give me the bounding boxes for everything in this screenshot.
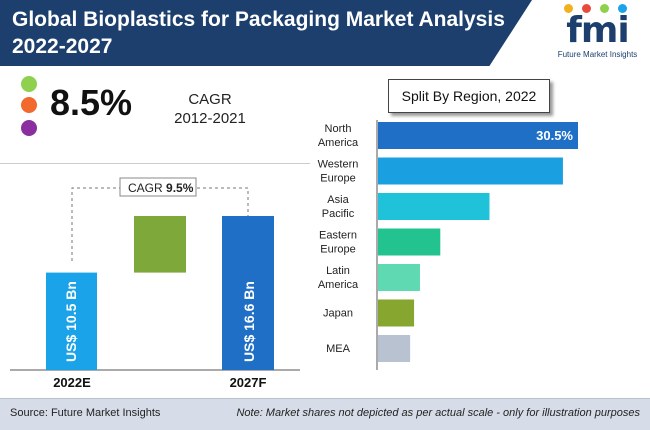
region-data-label: 30.5% [536,128,573,143]
cagr-label-line-2: 2012-2021 [174,110,246,127]
bar-2022-axis-label: 2022E [53,375,91,390]
region-label-asia-pacific: Asia Pacific [322,194,355,220]
region-label-mea: MEA [326,343,351,355]
header: Global Bioplastics for Packaging Market … [0,0,650,66]
page-title: Global Bioplastics for Packaging Market … [12,6,512,60]
footer: Source: Future Market Insights Note: Mar… [0,398,650,430]
region-bar-eastern-europe [378,228,441,256]
title-banner [0,0,532,66]
bar-2027 [222,216,274,370]
region-bar-japan [378,299,415,327]
region-label-western-europe: Western Europe [318,159,359,185]
footer-note: Note: Market shares not depicted as per … [236,407,640,419]
region-bar-mea [378,335,411,362]
cagr-bracket [71,187,249,261]
cagr-tag-value: 9.5% [166,181,194,195]
cagr-tag-label: CAGR [128,181,163,195]
bar-2022 [46,272,97,370]
title-line-1: Global Bioplastics for Packaging Market … [12,8,505,31]
region-bar-latin-america [378,264,420,291]
title-line-2: 2022-2027 [12,35,113,58]
region-bar-north-america [378,122,578,149]
fmi-logo: fmi Future Market Insights [550,4,648,62]
region-label-japan: Japan [323,308,353,320]
kpi-dot-3 [21,120,37,136]
logo-dots [558,4,648,16]
kpi-dot-1 [21,76,37,92]
cagr-label-line-1: CAGR [188,91,232,108]
bar-increment [134,216,186,273]
kpi-dots [21,76,37,136]
region-label-latin-america: Latin America [318,265,359,291]
growth-chart: CAGR 9.5% US$ 10.5 Bn US$ 16.6 Bn 2022E … [10,177,300,390]
region-bar-asia-pacific [378,193,490,220]
bar-2027-value-label: US$ 16.6 Bn [241,281,257,362]
region-label-north-america: North America [318,123,359,149]
region-label-eastern-europe: Eastern Europe [319,230,357,256]
logo-text: fmi [566,10,630,51]
section-divider [0,163,310,164]
bar-2027-axis-label: 2027F [230,375,267,390]
cagr-tag-box [119,177,197,197]
kpi-dot-2 [21,97,37,113]
cagr-label: CAGR 2012-2021 [170,90,250,128]
region-chart: North America Western Europe Asia Pacific East… [318,120,578,370]
cagr-tag: CAGR 9.5% [128,181,194,195]
bar-2022-value-label: US$ 10.5 Bn [63,281,79,362]
region-chart-title: Split By Region, 2022 [388,79,550,113]
region-bar-western-europe [378,157,563,185]
footer-source: Source: Future Market Insights [10,407,161,419]
logo-subtitle: Future Market Insights [557,50,638,59]
cagr-value: 8.5% [50,82,133,123]
